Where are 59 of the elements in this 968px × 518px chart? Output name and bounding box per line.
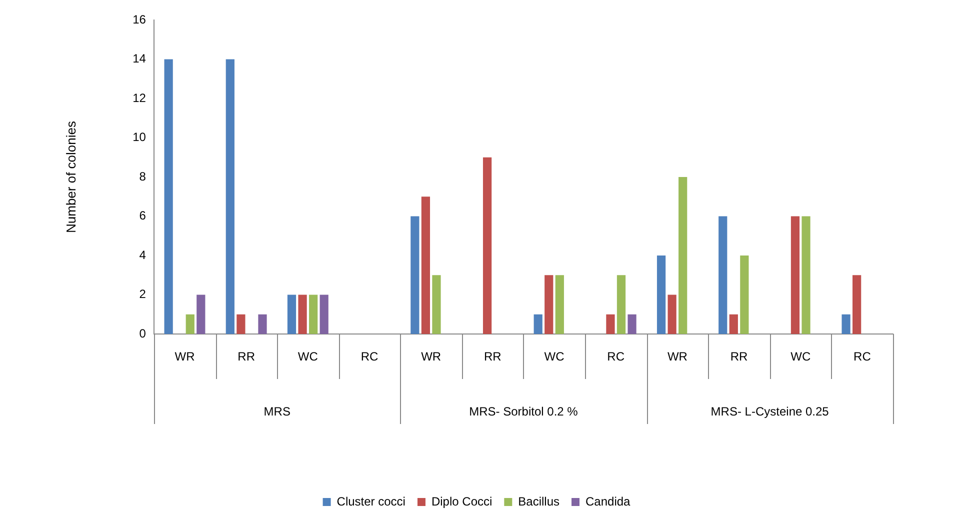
bar [298, 294, 307, 334]
bar [164, 59, 173, 334]
bar [482, 157, 492, 334]
y-tick-label: 0 [139, 326, 146, 340]
bar [186, 314, 194, 334]
bar [421, 196, 430, 334]
bar [410, 216, 420, 334]
x-tick-label: WR [174, 350, 196, 364]
x-tick-label: WC [298, 350, 318, 364]
legend-label: Candida [586, 494, 631, 508]
x-tick-label: RC [854, 350, 872, 364]
bar [628, 314, 636, 334]
bar [616, 275, 626, 334]
bar [226, 59, 234, 334]
y-tick-label: 6 [139, 208, 146, 223]
text: MRS- Sorbitol 0.2 % [469, 404, 578, 418]
bar [729, 314, 738, 334]
bar [308, 294, 318, 334]
legend-label: Bacillus [518, 494, 560, 508]
bar [196, 294, 206, 334]
x-tick-label: WC [544, 350, 565, 364]
bar [852, 275, 862, 334]
bar [718, 216, 728, 334]
bar [432, 275, 441, 334]
bar [842, 314, 850, 334]
bar [656, 256, 666, 334]
text: MRS- L-Cysteine 0.25 [710, 404, 830, 418]
text: MRS [264, 404, 290, 418]
y-tick-label: 16 [132, 12, 146, 26]
bar [678, 177, 688, 334]
y-axis-title: Number of colonies [63, 120, 78, 233]
legend-label: Cluster cocci [336, 494, 406, 508]
bar [320, 294, 328, 334]
x-tick-label: WR [667, 350, 688, 364]
y-tick-label: 8 [139, 169, 146, 184]
x-tick-label: RR [484, 350, 502, 364]
y-tick-label: 12 [132, 90, 146, 105]
bar [258, 314, 267, 334]
bar [668, 294, 676, 334]
bar [236, 314, 246, 334]
bar [287, 294, 296, 334]
y-tick-label: 10 [132, 130, 146, 144]
x-tick-label: RR [730, 350, 748, 364]
bar [544, 275, 554, 334]
y-tick-label: 4 [139, 248, 146, 262]
y-tick-label: 14 [132, 52, 146, 66]
bar [555, 275, 564, 334]
legend-label: Diplo Cocci [431, 494, 492, 508]
bar [802, 216, 810, 334]
y-tick-label: 2 [139, 287, 146, 302]
x-tick-label: WR [421, 350, 442, 364]
x-tick-label: RC [607, 350, 625, 364]
bar [606, 314, 615, 334]
bar [790, 216, 800, 334]
x-tick-label: RR [238, 350, 256, 364]
bar [534, 314, 542, 334]
x-tick-label: RC [360, 350, 378, 364]
x-tick-label: WC [790, 350, 811, 364]
bar [740, 256, 749, 334]
